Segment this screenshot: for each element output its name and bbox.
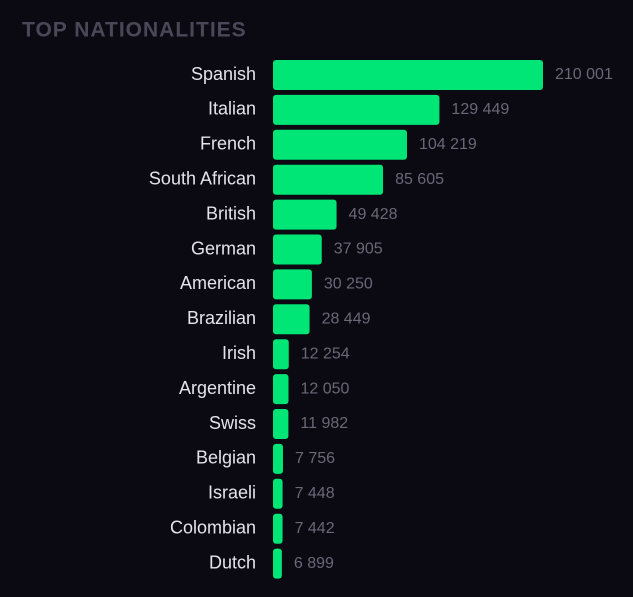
value-label: 6 899 (294, 555, 334, 572)
value-label: 7 756 (295, 450, 335, 467)
bar (273, 60, 543, 90)
category-label: Argentine (179, 378, 256, 398)
bar (273, 304, 310, 335)
category-label: French (200, 134, 256, 154)
value-label: 12 050 (300, 380, 349, 397)
value-label: 30 250 (324, 276, 373, 293)
category-label: American (180, 273, 256, 293)
bar (273, 478, 283, 509)
category-label: Belgian (196, 448, 256, 468)
bar (273, 513, 283, 544)
value-label: 11 982 (300, 415, 348, 432)
bar (273, 269, 312, 300)
category-label: Spanish (191, 64, 256, 84)
value-label: 37 905 (334, 241, 383, 258)
bar (273, 199, 337, 230)
category-label: Brazilian (187, 308, 256, 328)
category-label: German (191, 238, 256, 258)
chart-title: TOP NATIONALITIES (22, 19, 247, 42)
bar (273, 339, 289, 370)
category-label: Dutch (209, 552, 256, 572)
value-label: 12 254 (301, 345, 350, 362)
value-label: 28 449 (322, 311, 371, 328)
category-label: British (206, 203, 256, 223)
bar (273, 443, 283, 474)
value-label: 7 442 (295, 520, 335, 537)
bar (273, 409, 289, 439)
value-label: 7 448 (295, 485, 335, 502)
category-label: Israeli (208, 483, 256, 503)
value-label: 129 449 (451, 101, 509, 118)
category-label: Colombian (170, 517, 256, 537)
bar (273, 94, 440, 125)
category-label: South African (149, 168, 256, 188)
bar (273, 129, 407, 160)
value-label: 104 219 (419, 136, 477, 153)
category-label: Italian (208, 99, 256, 119)
bar (273, 234, 322, 265)
bar (273, 164, 384, 195)
value-label: 210 001 (555, 66, 613, 83)
category-label: Irish (222, 343, 256, 363)
bar (273, 548, 282, 579)
category-label: Swiss (209, 413, 256, 433)
value-label: 85 605 (395, 171, 444, 188)
bar (273, 374, 289, 405)
value-label: 49 428 (349, 206, 398, 223)
